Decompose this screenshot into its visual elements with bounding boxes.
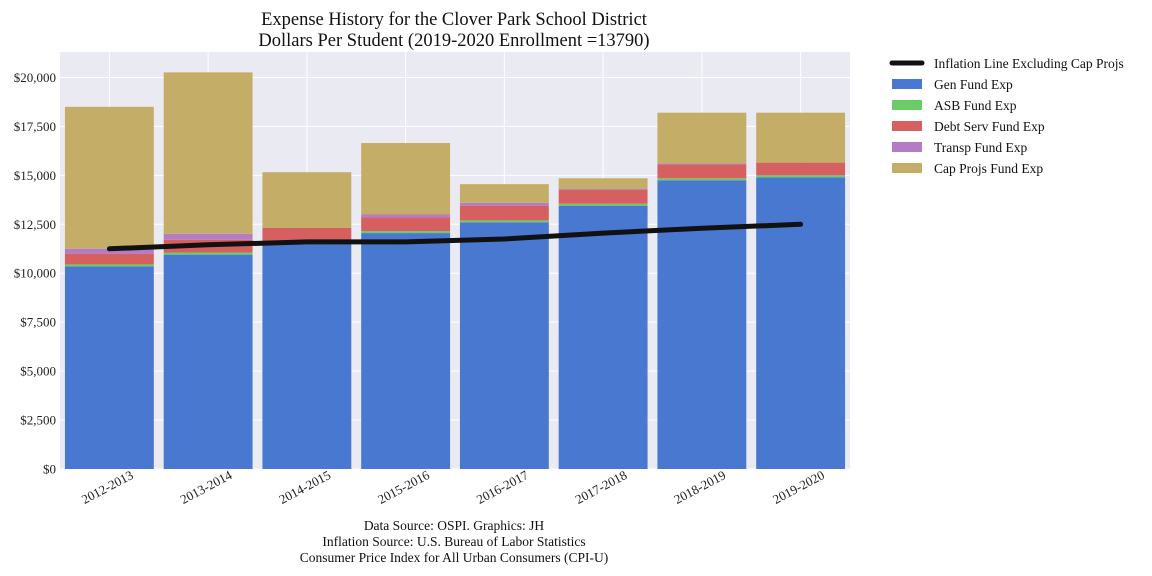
bar-gen-fund-exp-2013-2014 [163,254,253,469]
legend-swatch-gen-fund-exp [892,79,922,89]
legend-label-debt-serv-fund-exp: Debt Serv Fund Exp [934,119,1045,134]
legend-swatch-debt-serv-fund-exp [892,121,922,131]
inflation-line-group [106,221,804,252]
y-tick-label-0: $0 [43,462,56,477]
bar-asb-fund-exp-2012-2013 [64,264,154,267]
bar-asb-fund-exp-2015-2016 [361,231,451,234]
x-tick-label-0: 2012-2013 [79,467,136,507]
bar-asb-fund-exp-2018-2019 [657,178,747,181]
legend-swatch-asb-fund-exp [892,100,922,110]
data-source-note: Data Source: OSPI. Graphics: JH [364,518,545,533]
y-tick-label-5: $12,500 [14,217,56,232]
bar-asb-fund-exp-2017-2018 [558,203,648,206]
legend-item-transp-fund-exp: Transp Fund Exp [892,140,1028,155]
legend-swatch-cap-projs-fund-exp [892,163,922,173]
bar-asb-fund-exp-2016-2017 [459,220,549,223]
y-tick-label-3: $7,500 [20,315,56,330]
legend-item-asb-fund-exp: ASB Fund Exp [892,98,1017,113]
legend-item-cap-projs-fund-exp: Cap Projs Fund Exp [892,161,1043,176]
legend-label-gen-fund-exp: Gen Fund Exp [934,77,1013,92]
bar-transp-fund-exp-2013-2014 [163,233,253,240]
chart-title: Expense History for the Clover Park Scho… [261,10,648,30]
legend-label-transp-fund-exp: Transp Fund Exp [934,140,1028,155]
y-tick-label-7: $17,500 [14,119,56,134]
bar-cap-projs-fund-exp-2014-2015 [262,172,352,229]
bar-cap-projs-fund-exp-2018-2019 [657,112,747,164]
y-tick-label-4: $10,000 [14,266,56,281]
bar-cap-projs-fund-exp-2019-2020 [756,112,846,163]
x-axis-ticks: 2012-2013 2013-2014 2014-2015 2015-2016 2016… [79,467,827,507]
x-tick-label-5: 2017-2018 [573,467,630,507]
x-tick-label-2: 2014-2015 [276,467,333,507]
bar-debt-serv-fund-exp-2016-2017 [459,205,549,221]
bar-asb-fund-exp-2019-2020 [756,175,846,178]
bar-cap-projs-fund-exp-2016-2017 [459,184,549,203]
legend-item-inflation-line: Inflation Line Excluding Cap Projs [889,56,1124,71]
y-tick-label-2: $5,000 [20,364,56,379]
bar-cap-projs-fund-exp-2012-2013 [64,106,154,249]
x-tick-label-1: 2013-2014 [178,467,235,507]
inflation-source-note: Inflation Source: U.S. Bureau of Labor S… [322,534,585,549]
bar-cap-projs-fund-exp-2015-2016 [361,143,451,215]
bar-gen-fund-exp-2017-2018 [558,205,648,469]
bar-transp-fund-exp-2015-2016 [361,214,451,218]
inflation-line [106,221,804,252]
bar-gen-fund-exp-2018-2019 [657,180,747,469]
bar-debt-serv-fund-exp-2014-2015 [262,228,352,242]
bar-debt-serv-fund-exp-2018-2019 [657,164,747,179]
bar-transp-fund-exp-2017-2018 [558,189,648,191]
bar-transp-fund-exp-2018-2019 [657,163,747,165]
bar-debt-serv-fund-exp-2019-2020 [756,162,846,176]
bar-asb-fund-exp-2013-2014 [163,252,253,255]
bars-group [64,72,846,469]
bar-debt-serv-fund-exp-2012-2013 [64,253,154,265]
x-tick-label-6: 2018-2019 [671,467,728,507]
bar-cap-projs-fund-exp-2013-2014 [163,72,253,234]
bar-cap-projs-fund-exp-2017-2018 [558,178,648,190]
legend-label-asb-fund-exp: ASB Fund Exp [934,98,1017,113]
x-tick-label-4: 2016-2017 [474,467,531,507]
y-tick-label-6: $15,000 [14,168,56,183]
bar-gen-fund-exp-2015-2016 [361,233,451,469]
bar-gen-fund-exp-2014-2015 [262,243,352,469]
legend-swatch-transp-fund-exp [892,142,922,152]
chart-subtitle: Dollars Per Student (2019-2020 Enrollmen… [258,31,649,51]
legend-label-cap-projs-fund-exp: Cap Projs Fund Exp [934,161,1043,176]
cpi-note: Consumer Price Index for All Urban Consu… [300,550,609,565]
legend-item-debt-serv-fund-exp: Debt Serv Fund Exp [892,119,1045,134]
x-tick-label-7: 2019-2020 [770,467,827,507]
bar-transp-fund-exp-2016-2017 [459,202,549,206]
y-tick-label-8: $20,000 [14,70,56,85]
bar-debt-serv-fund-exp-2017-2018 [558,190,648,204]
x-tick-label-3: 2015-2016 [375,467,432,507]
legend: Inflation Line Excluding Cap Projs Gen Fu… [889,56,1124,176]
legend-label-inflation-line: Inflation Line Excluding Cap Projs [934,56,1124,71]
y-axis-ticks: $0 $2,500 $5,000 $7,500 $10,000 $12,500 $15,00… [14,70,56,477]
bar-gen-fund-exp-2012-2013 [64,266,154,469]
legend-item-gen-fund-exp: Gen Fund Exp [892,77,1013,92]
bar-gen-fund-exp-2019-2020 [756,177,846,469]
y-tick-label-1: $2,500 [20,413,56,428]
bar-debt-serv-fund-exp-2015-2016 [361,217,451,232]
bar-gen-fund-exp-2016-2017 [459,222,549,469]
